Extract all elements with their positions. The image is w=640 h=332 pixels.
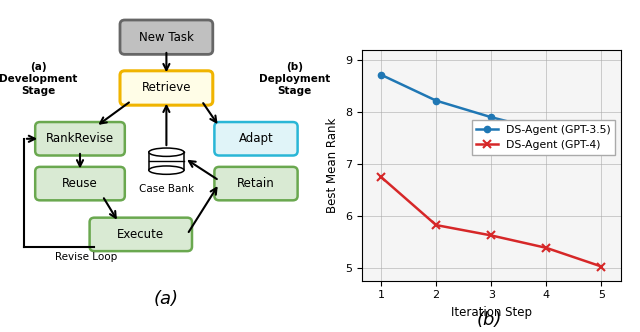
Text: (b): (b) <box>477 311 502 329</box>
FancyBboxPatch shape <box>120 20 212 54</box>
Text: Adapt: Adapt <box>239 132 273 145</box>
DS-Agent (GPT-3.5) <box>488 115 495 119</box>
FancyBboxPatch shape <box>90 218 192 251</box>
Text: Case Bank: Case Bank <box>139 184 194 194</box>
Ellipse shape <box>149 148 184 156</box>
Legend: DS-Agent (GPT-3.5), DS-Agent (GPT-4): DS-Agent (GPT-3.5), DS-Agent (GPT-4) <box>472 121 616 154</box>
Text: Execute: Execute <box>117 228 164 241</box>
Line: DS-Agent (GPT-3.5): DS-Agent (GPT-3.5) <box>378 72 605 137</box>
DS-Agent (GPT-4) <box>488 233 495 237</box>
DS-Agent (GPT-4) <box>543 246 550 250</box>
Text: RankRevise: RankRevise <box>46 132 114 145</box>
FancyBboxPatch shape <box>35 167 125 200</box>
Text: Retrieve: Retrieve <box>141 81 191 95</box>
FancyBboxPatch shape <box>214 167 298 200</box>
DS-Agent (GPT-3.5) <box>377 73 385 77</box>
X-axis label: Iteration Step: Iteration Step <box>451 306 532 319</box>
FancyBboxPatch shape <box>35 122 125 155</box>
DS-Agent (GPT-3.5) <box>432 99 440 103</box>
Ellipse shape <box>149 166 184 174</box>
Bar <box>149 152 184 170</box>
FancyBboxPatch shape <box>120 71 212 105</box>
DS-Agent (GPT-4) <box>598 265 605 269</box>
FancyBboxPatch shape <box>214 122 298 155</box>
Text: (b)
Deployment
Stage: (b) Deployment Stage <box>259 62 330 96</box>
DS-Agent (GPT-3.5) <box>598 132 605 136</box>
Y-axis label: Best Mean Rank: Best Mean Rank <box>326 118 339 213</box>
DS-Agent (GPT-3.5) <box>543 129 550 133</box>
Line: DS-Agent (GPT-4): DS-Agent (GPT-4) <box>377 173 605 270</box>
Text: (a): (a) <box>154 290 179 307</box>
Text: Reuse: Reuse <box>62 177 98 190</box>
Text: New Task: New Task <box>139 31 194 44</box>
Text: Retain: Retain <box>237 177 275 190</box>
Text: (a)
Development
Stage: (a) Development Stage <box>0 62 77 96</box>
DS-Agent (GPT-4) <box>377 175 385 179</box>
Text: Revise Loop: Revise Loop <box>55 252 118 262</box>
DS-Agent (GPT-4) <box>432 223 440 227</box>
